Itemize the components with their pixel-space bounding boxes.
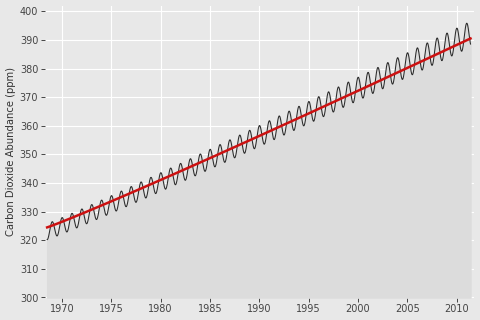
Y-axis label: Carbon Dioxide Abundance (ppm): Carbon Dioxide Abundance (ppm): [6, 67, 15, 236]
